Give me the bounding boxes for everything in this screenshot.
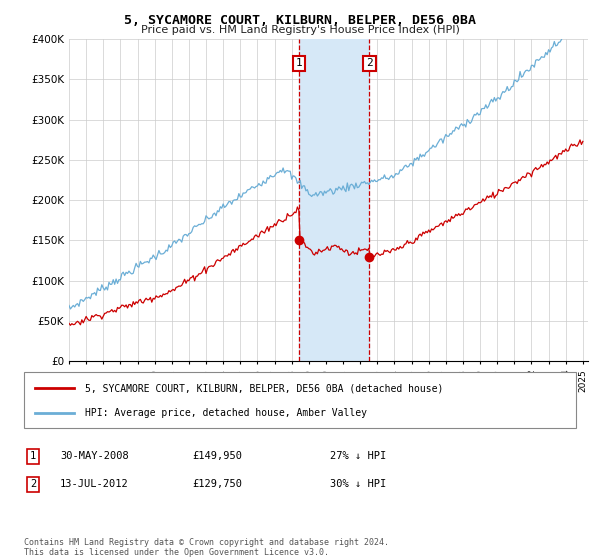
Text: 1: 1 [30, 451, 36, 461]
Text: HPI: Average price, detached house, Amber Valley: HPI: Average price, detached house, Ambe… [85, 408, 367, 418]
Text: £129,750: £129,750 [192, 479, 242, 489]
Text: 2: 2 [366, 58, 373, 68]
Text: 1: 1 [295, 58, 302, 68]
Bar [299, 39, 370, 361]
Text: 13-JUL-2012: 13-JUL-2012 [60, 479, 129, 489]
Text: £149,950: £149,950 [192, 451, 242, 461]
Text: 5, SYCAMORE COURT, KILBURN, BELPER, DE56 0BA (detached house): 5, SYCAMORE COURT, KILBURN, BELPER, DE56… [85, 383, 443, 393]
Text: 30-MAY-2008: 30-MAY-2008 [60, 451, 129, 461]
Text: Price paid vs. HM Land Registry's House Price Index (HPI): Price paid vs. HM Land Registry's House … [140, 25, 460, 35]
Text: 5, SYCAMORE COURT, KILBURN, BELPER, DE56 0BA: 5, SYCAMORE COURT, KILBURN, BELPER, DE56… [124, 14, 476, 27]
Text: 2: 2 [30, 479, 36, 489]
Text: 27% ↓ HPI: 27% ↓ HPI [330, 451, 386, 461]
Text: 30% ↓ HPI: 30% ↓ HPI [330, 479, 386, 489]
Text: Contains HM Land Registry data © Crown copyright and database right 2024.
This d: Contains HM Land Registry data © Crown c… [24, 538, 389, 557]
